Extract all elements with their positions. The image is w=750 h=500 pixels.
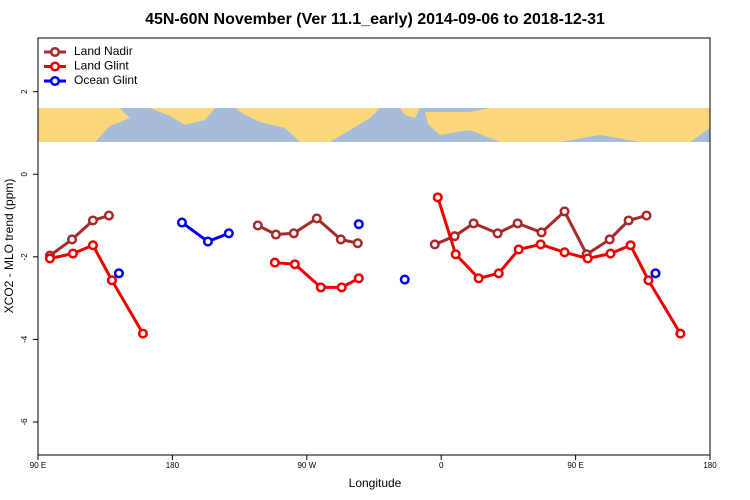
map-band xyxy=(38,108,710,142)
point xyxy=(67,248,78,259)
legend-marker xyxy=(49,46,61,58)
point xyxy=(473,273,484,284)
chart-title: 45N-60N November (Ver 11.1_early) 2014-0… xyxy=(145,11,605,28)
point xyxy=(623,215,634,226)
point xyxy=(289,259,300,270)
series-line xyxy=(49,243,145,335)
legend-label: Ocean Glint xyxy=(74,73,138,87)
point xyxy=(223,228,234,239)
point xyxy=(650,268,661,279)
legend-marker xyxy=(49,61,61,72)
point xyxy=(559,247,570,258)
point xyxy=(353,273,364,284)
point xyxy=(468,218,479,229)
x-axis-label: Longitude xyxy=(349,476,402,490)
x-tick-label: 90 E xyxy=(30,461,46,470)
legend-label: Land Nadir xyxy=(74,44,133,58)
point xyxy=(269,257,280,268)
point xyxy=(512,218,523,229)
point xyxy=(106,275,117,286)
point xyxy=(432,192,443,203)
legend-marker xyxy=(49,75,61,87)
y-tick-label: 2 xyxy=(20,89,29,94)
legend-label: Land Glint xyxy=(74,59,129,73)
point xyxy=(559,206,570,217)
point xyxy=(535,239,546,250)
x-tick-label: 180 xyxy=(703,461,717,470)
point xyxy=(137,328,149,339)
y-tick-label: 0 xyxy=(20,171,29,176)
x-tick-label: 0 xyxy=(439,461,444,470)
point xyxy=(87,215,99,226)
series-line xyxy=(274,261,360,289)
point xyxy=(103,210,114,221)
point xyxy=(513,244,524,255)
point xyxy=(66,234,78,245)
point xyxy=(336,282,347,293)
y-axis-label: XCO2 - MLO trend (ppm) xyxy=(2,179,16,314)
point xyxy=(113,268,124,279)
point xyxy=(641,210,652,221)
y-tick-label: -6 xyxy=(20,418,29,426)
x-tick-label: 90 E xyxy=(567,461,583,470)
series-line xyxy=(49,214,110,257)
point xyxy=(605,248,616,259)
point xyxy=(87,240,99,251)
point xyxy=(311,213,322,224)
point xyxy=(450,249,461,260)
point xyxy=(492,228,503,239)
point xyxy=(335,234,346,245)
point xyxy=(176,217,188,228)
x-tick-label: 90 W xyxy=(297,461,316,470)
point xyxy=(352,238,363,249)
point xyxy=(675,328,686,339)
point xyxy=(429,239,440,250)
point xyxy=(643,275,654,286)
y-tick-label: -2 xyxy=(20,253,29,261)
point xyxy=(353,219,364,230)
point xyxy=(399,274,410,285)
point xyxy=(536,227,547,238)
plot-border xyxy=(37,37,711,456)
point xyxy=(44,253,55,264)
y-tick-label: -4 xyxy=(20,335,29,343)
point xyxy=(252,220,263,231)
point xyxy=(625,240,636,251)
series-line xyxy=(436,196,682,335)
x-tick-label: 180 xyxy=(166,461,180,470)
point xyxy=(288,228,299,239)
point xyxy=(270,229,281,240)
point xyxy=(582,253,593,264)
point xyxy=(493,268,504,279)
point xyxy=(315,282,326,293)
point xyxy=(604,234,615,245)
point xyxy=(202,236,213,247)
